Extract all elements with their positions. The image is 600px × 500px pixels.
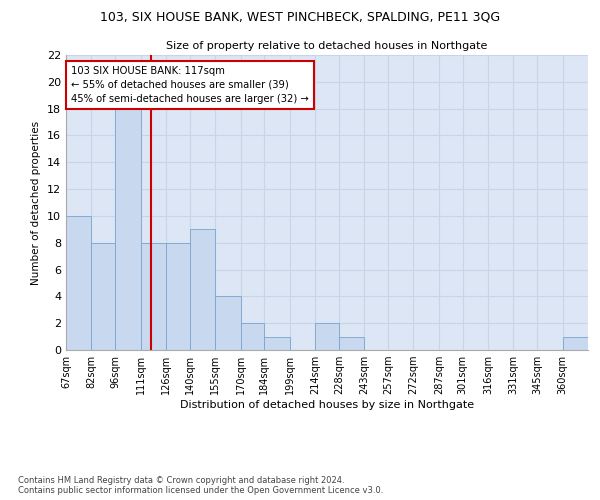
Bar [140, 242, 166, 350]
Bar [339, 336, 364, 350]
Bar [66, 216, 91, 350]
Bar [166, 242, 190, 350]
Bar [264, 336, 290, 350]
X-axis label: Distribution of detached houses by size in Northgate: Distribution of detached houses by size … [180, 400, 474, 410]
Bar [190, 230, 215, 350]
Bar [215, 296, 241, 350]
Bar [241, 323, 264, 350]
Title: Size of property relative to detached houses in Northgate: Size of property relative to detached ho… [166, 42, 488, 51]
Bar [91, 242, 115, 350]
Text: 103 SIX HOUSE BANK: 117sqm
← 55% of detached houses are smaller (39)
45% of semi: 103 SIX HOUSE BANK: 117sqm ← 55% of deta… [71, 66, 309, 104]
Text: 103, SIX HOUSE BANK, WEST PINCHBECK, SPALDING, PE11 3QG: 103, SIX HOUSE BANK, WEST PINCHBECK, SPA… [100, 10, 500, 23]
Bar [563, 336, 588, 350]
Y-axis label: Number of detached properties: Number of detached properties [31, 120, 41, 284]
Bar [315, 323, 339, 350]
Text: Contains HM Land Registry data © Crown copyright and database right 2024.
Contai: Contains HM Land Registry data © Crown c… [18, 476, 383, 495]
Bar [115, 95, 140, 350]
